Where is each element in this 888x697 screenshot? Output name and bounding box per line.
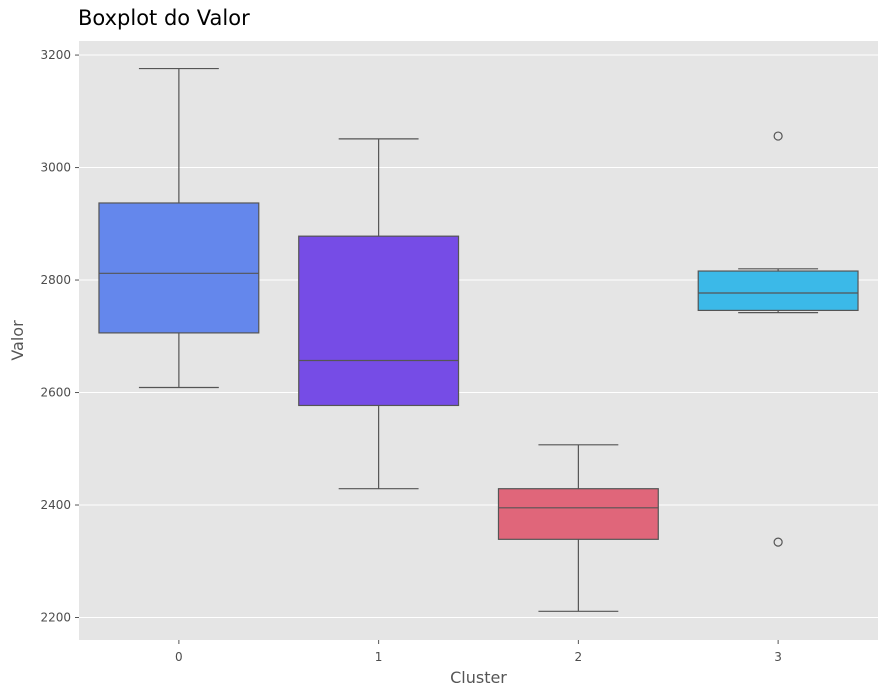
y-axis-ticks: 2200 2400 2600 2800 3000 3200	[40, 48, 79, 625]
x-axis-ticks: 0 1 2 3	[175, 640, 782, 664]
box-group	[298, 138, 460, 490]
box-group	[98, 67, 260, 389]
chart-title: Boxplot do Valor	[78, 6, 250, 30]
y-tick-label: 2800	[40, 273, 71, 287]
y-tick-label: 3200	[40, 48, 71, 62]
y-axis-label: Valor	[8, 320, 27, 361]
outlier-point	[773, 537, 783, 547]
box-group	[697, 131, 859, 547]
outlier-point	[773, 131, 783, 141]
box	[497, 488, 659, 540]
boxes	[98, 67, 859, 612]
y-tick-label: 3000	[40, 161, 71, 175]
box	[298, 235, 460, 407]
y-tick-label: 2200	[40, 611, 71, 625]
x-tick-label: 1	[375, 650, 383, 664]
y-tick-label: 2400	[40, 498, 71, 512]
box	[697, 270, 859, 312]
y-tick-label: 2600	[40, 386, 71, 400]
box-group	[497, 444, 659, 612]
x-tick-label: 2	[575, 650, 583, 664]
plot-background	[79, 41, 878, 640]
x-tick-label: 3	[774, 650, 782, 664]
box	[98, 202, 260, 334]
x-axis-label: Cluster	[450, 668, 507, 687]
x-tick-label: 0	[175, 650, 183, 664]
